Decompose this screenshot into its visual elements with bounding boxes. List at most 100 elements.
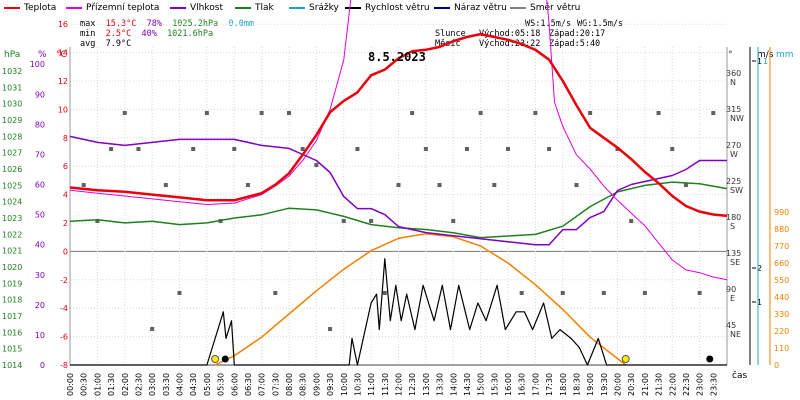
legend-item-rain: Srážky (289, 3, 339, 15)
wind-direction-point (670, 147, 675, 151)
stats-min-temp: 2.5°C (105, 29, 132, 39)
pct-tick-label: 50 (35, 211, 45, 220)
time-tick-label: 22:00 (668, 373, 677, 396)
legend-label: Přízemní teplota (86, 3, 160, 13)
hpa-tick-label: 1030 (2, 100, 22, 109)
time-tick-label: 06:30 (244, 373, 253, 396)
dir-deg-label: 225 (726, 177, 741, 186)
stats-min-hum: 40% (141, 29, 157, 39)
legend-label: Směr větru (530, 3, 581, 13)
ms-tick-label: 2 (757, 264, 762, 273)
time-tick-label: 17:00 (531, 373, 540, 396)
wind-direction-point (437, 183, 442, 187)
stats-min-row: min 2.5°C 40% 1021.6hPa (80, 29, 254, 39)
c-tick-label: 0 (63, 247, 68, 256)
legend-label: Srážky (309, 3, 339, 13)
legend-item-gust: Náraz větru (434, 3, 507, 15)
sun-tick-label: 330 (774, 310, 789, 319)
legend-item-pressure: Tlak (235, 3, 274, 15)
hpa-tick-label: 1016 (2, 328, 22, 337)
wind-direction-point (355, 147, 360, 151)
moonrise-value: Východ:23:22 (479, 39, 541, 49)
pct-tick-label: 20 (35, 301, 45, 310)
time-tick-label: 15:00 (477, 373, 486, 396)
legend-item-direction: Směr větru (510, 3, 580, 15)
wind-direction-point (533, 111, 538, 115)
wind-direction-point (683, 183, 688, 187)
hpa-tick-label: 1019 (2, 279, 22, 288)
moonrise-marker (706, 355, 714, 363)
wind-direction-point (232, 147, 237, 151)
dir-compass-label: SE (730, 258, 740, 267)
sun-tick-label: 660 (774, 259, 789, 268)
time-tick-label: 23:30 (709, 373, 718, 396)
c-tick-label: 12 (58, 77, 68, 86)
hpa-tick-label: 1015 (2, 345, 22, 354)
ms-tick-label: 1 (757, 57, 762, 66)
sun-tick-label: 990 (774, 208, 789, 217)
time-tick-label: 23:00 (696, 373, 705, 396)
dir-deg-label: 45 (726, 321, 736, 330)
hpa-tick-label: 1017 (2, 312, 22, 321)
hpa-tick-label: 1027 (2, 149, 22, 158)
chart-title: 8.5.2023 (368, 50, 426, 64)
time-tick-label: 14:00 (449, 373, 458, 396)
pct-tick-label: 70 (35, 150, 45, 159)
hpa-tick-label: 1028 (2, 132, 22, 141)
moonset-value: Západ:5:40 (549, 39, 601, 49)
wind-direction-point (697, 291, 702, 295)
wind-direction-point (328, 327, 333, 331)
wind-direction-point (629, 219, 634, 223)
hpa-tick-label: 1018 (2, 296, 22, 305)
legend-item-wind: Rychlost větru (345, 3, 430, 15)
pct-tick-label: 0 (40, 361, 45, 370)
hpa-tick-label: 1025 (2, 181, 22, 190)
legend-label: Tlak (255, 3, 274, 13)
hpa-tick-label: 1024 (2, 198, 22, 207)
time-tick-label: 06:00 (230, 373, 239, 396)
time-tick-label: 05:30 (217, 373, 226, 396)
wind-direction-point (574, 183, 579, 187)
pressure-line (69, 181, 728, 239)
axis-title-pct: % (38, 50, 47, 60)
time-tick-label: 22:30 (682, 373, 691, 396)
legend-swatch (289, 6, 305, 9)
wind-direction-point (464, 147, 469, 151)
legend-swatch (66, 6, 82, 9)
hpa-tick-label: 1031 (2, 83, 22, 92)
time-tick-label: 00:00 (66, 373, 75, 396)
wind-direction-point (191, 147, 196, 151)
time-tick-label: 09:00 (312, 373, 321, 396)
ground-temp-line (69, 0, 728, 281)
c-tick-label: 16 (58, 20, 68, 29)
wind-direction-point (245, 183, 250, 187)
time-tick-label: 02:00 (121, 373, 130, 396)
time-tick-label: 20:00 (614, 373, 623, 396)
time-tick-label: 08:30 (299, 373, 308, 396)
wind-direction-point (122, 111, 127, 115)
wind-direction-point (314, 163, 319, 167)
pct-tick-label: 100 (30, 60, 45, 69)
dir-compass-label: SW (730, 186, 743, 195)
time-tick-label: 11:30 (381, 373, 390, 396)
c-tick-label: -4 (60, 304, 68, 313)
legend-swatch (510, 6, 526, 9)
wind-direction-point (519, 291, 524, 295)
pct-tick-label: 40 (35, 241, 45, 250)
stats-max-label: max (80, 19, 96, 29)
time-tick-label: 02:30 (134, 373, 143, 396)
legend-label: Rychlost větru (365, 3, 430, 13)
time-tick-label: 16:30 (518, 373, 527, 396)
wind-direction-point (81, 183, 86, 187)
time-tick-label: 14:30 (463, 373, 472, 396)
time-tick-label: 03:30 (162, 373, 171, 396)
sun-label: Slunce (435, 29, 466, 39)
ms-tick-label: 1 (757, 298, 762, 307)
wind-direction-point (711, 111, 716, 115)
hpa-tick-label: 1014 (2, 361, 22, 370)
time-tick-label: 03:00 (148, 373, 157, 396)
time-tick-label: 12:00 (395, 373, 404, 396)
sun-tick-label: 550 (774, 276, 789, 285)
temperature-line (69, 32, 728, 218)
